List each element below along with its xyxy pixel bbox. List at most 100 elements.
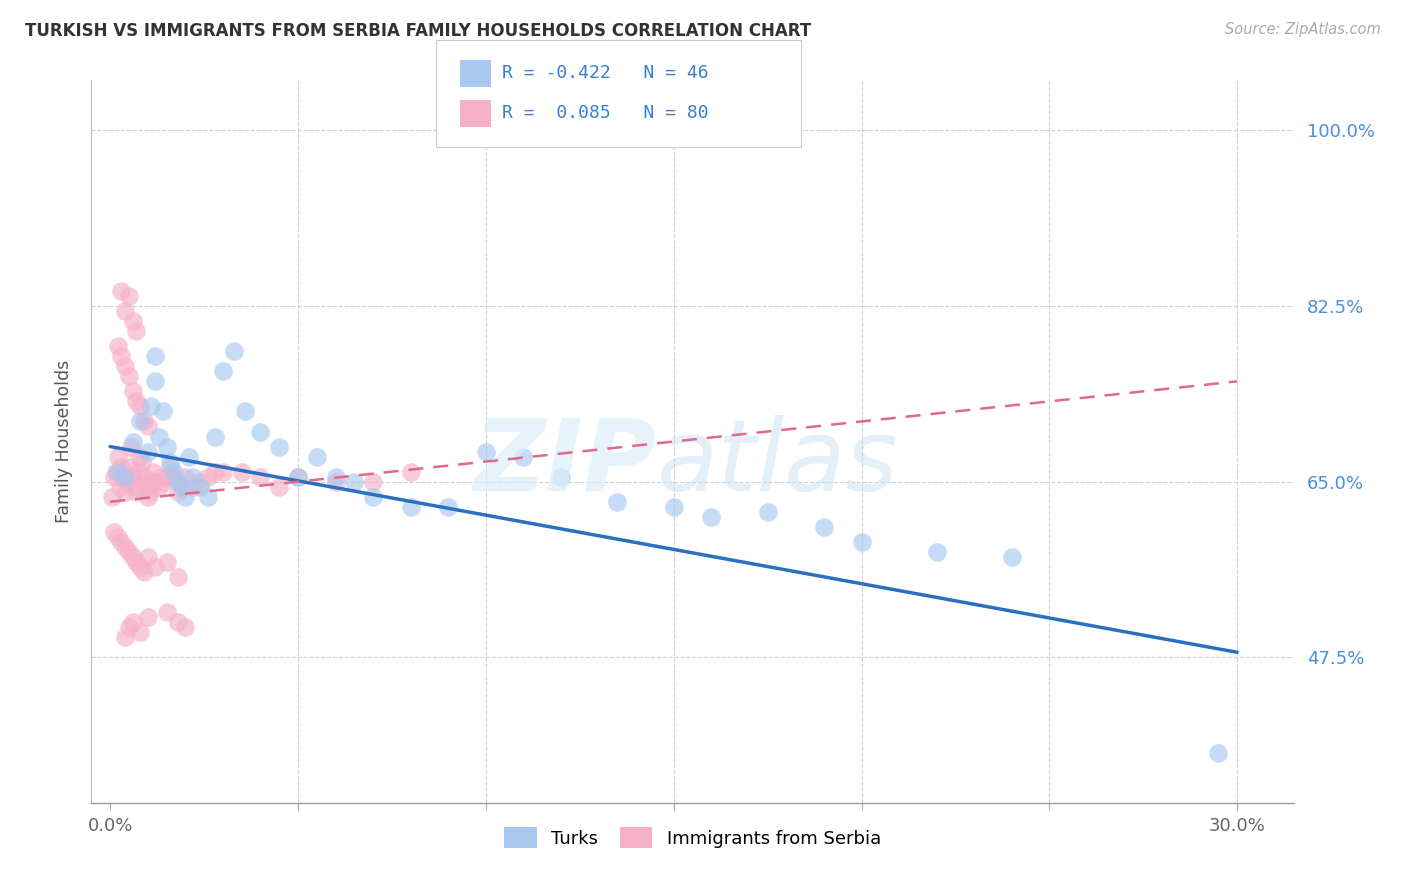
Point xyxy=(121,434,143,449)
Point xyxy=(287,469,309,483)
Point xyxy=(231,465,253,479)
Point xyxy=(103,469,125,483)
Point xyxy=(135,480,157,494)
Text: R = -0.422   N = 46: R = -0.422 N = 46 xyxy=(502,64,709,82)
Point xyxy=(143,375,166,389)
Text: R =  0.085   N = 80: R = 0.085 N = 80 xyxy=(502,104,709,122)
Point xyxy=(148,429,170,443)
Point xyxy=(125,394,148,409)
Point xyxy=(136,610,159,624)
Point xyxy=(129,414,152,429)
Point xyxy=(188,475,211,489)
Point xyxy=(104,465,127,479)
Point xyxy=(325,475,347,489)
Point xyxy=(101,490,124,504)
Point xyxy=(121,549,143,564)
Point xyxy=(110,349,132,363)
Point xyxy=(115,475,138,489)
Point xyxy=(163,469,186,483)
Point xyxy=(136,549,159,564)
Point xyxy=(118,459,141,474)
Point xyxy=(361,475,384,489)
Point xyxy=(174,490,197,504)
Point xyxy=(114,484,136,499)
Point xyxy=(114,304,136,318)
Point xyxy=(155,555,177,569)
Text: atlas: atlas xyxy=(657,415,898,512)
Point xyxy=(136,490,159,504)
Point xyxy=(107,530,129,544)
Text: ZIP: ZIP xyxy=(474,415,657,512)
Point xyxy=(107,465,129,479)
Point xyxy=(512,450,534,464)
Point xyxy=(550,469,572,483)
Point xyxy=(197,490,219,504)
Point xyxy=(127,465,149,479)
Point xyxy=(181,480,204,494)
Point xyxy=(125,555,148,569)
Point xyxy=(118,620,141,634)
Point xyxy=(756,505,779,519)
Point xyxy=(155,469,177,483)
Point xyxy=(249,425,271,439)
Y-axis label: Family Households: Family Households xyxy=(55,359,73,524)
Point xyxy=(129,400,152,414)
Point xyxy=(141,475,163,489)
Point xyxy=(114,630,136,644)
Point xyxy=(107,339,129,353)
Point xyxy=(136,419,159,434)
Point xyxy=(177,450,200,464)
Point xyxy=(121,615,143,630)
Point xyxy=(269,440,291,454)
Point xyxy=(103,524,125,539)
Point xyxy=(110,284,132,298)
Point xyxy=(399,465,422,479)
Point xyxy=(121,469,143,483)
Point xyxy=(399,500,422,514)
Point xyxy=(142,465,165,479)
Point xyxy=(143,560,166,574)
Point xyxy=(121,314,143,328)
Point xyxy=(170,480,193,494)
Point xyxy=(125,484,148,499)
Point xyxy=(325,469,347,483)
Point xyxy=(212,465,235,479)
Point xyxy=(188,480,211,494)
Point xyxy=(120,440,142,454)
Point xyxy=(118,289,141,303)
Point xyxy=(212,364,235,378)
Point xyxy=(129,625,152,640)
Point xyxy=(110,534,132,549)
Point xyxy=(813,520,835,534)
Point xyxy=(1001,549,1024,564)
Point xyxy=(136,444,159,458)
Point xyxy=(107,450,129,464)
Point xyxy=(114,359,136,374)
Point xyxy=(606,494,628,508)
Point xyxy=(204,465,226,479)
Point xyxy=(110,459,132,474)
Point xyxy=(662,500,685,514)
Point xyxy=(197,469,219,483)
Point xyxy=(174,620,197,634)
Point xyxy=(125,324,148,338)
Point xyxy=(475,444,498,458)
Point xyxy=(224,344,246,359)
Point xyxy=(343,475,366,489)
Point xyxy=(141,400,163,414)
Point xyxy=(166,570,188,584)
Point xyxy=(166,615,188,630)
Point xyxy=(159,459,181,474)
Point xyxy=(305,450,328,464)
Point xyxy=(166,484,188,499)
Point xyxy=(163,465,186,479)
Point xyxy=(287,469,309,483)
Point xyxy=(112,469,135,483)
Point xyxy=(129,450,152,464)
Point xyxy=(174,469,197,483)
Point xyxy=(131,455,153,469)
Point xyxy=(114,540,136,554)
Point xyxy=(1208,746,1230,760)
Point xyxy=(114,469,136,483)
Point xyxy=(851,534,873,549)
